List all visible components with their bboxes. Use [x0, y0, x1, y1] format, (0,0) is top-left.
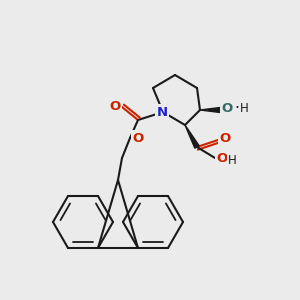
Text: O: O: [221, 103, 233, 116]
Text: N: N: [156, 106, 168, 118]
Text: H: H: [228, 154, 236, 167]
Text: ·: ·: [235, 101, 239, 116]
Polygon shape: [200, 107, 220, 112]
Text: O: O: [132, 131, 144, 145]
Text: O: O: [216, 152, 228, 164]
Text: O: O: [219, 133, 231, 146]
Text: H: H: [240, 101, 248, 115]
Polygon shape: [185, 125, 199, 148]
Text: O: O: [110, 100, 121, 112]
